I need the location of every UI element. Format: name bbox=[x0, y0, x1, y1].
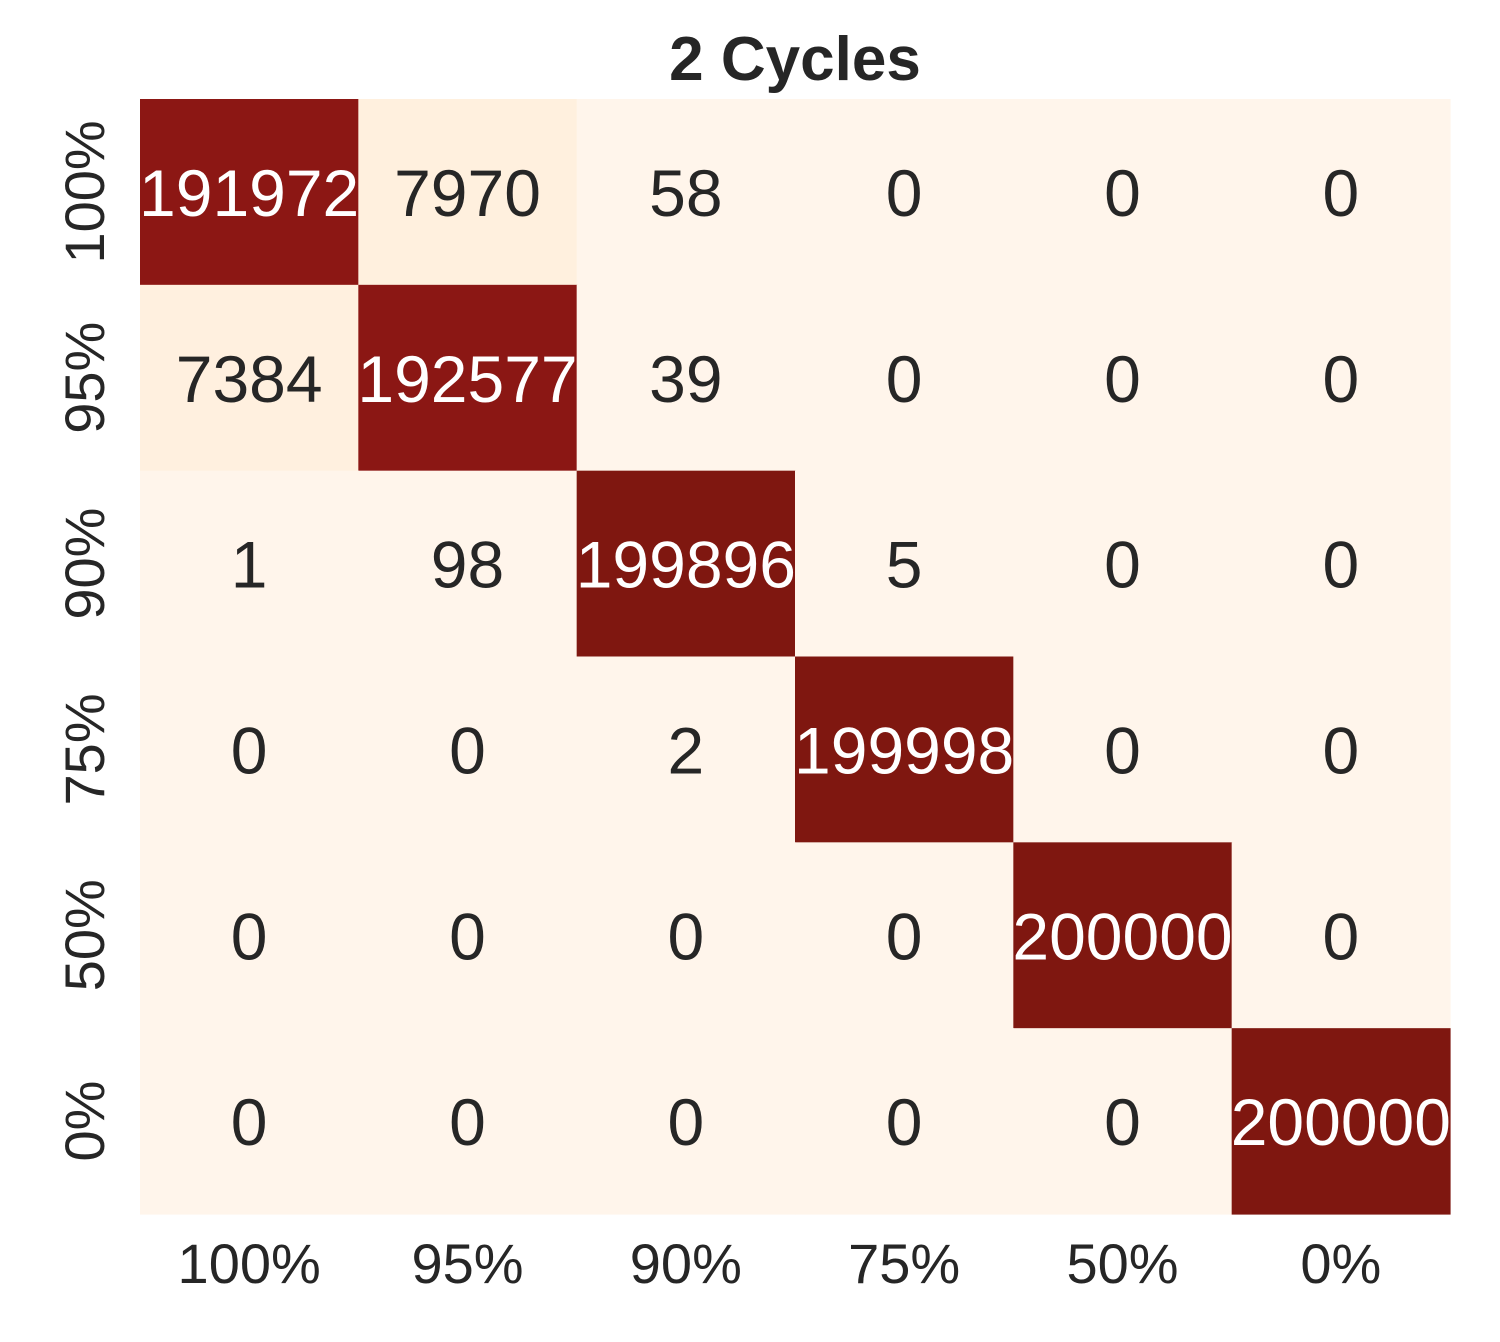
heatmap-cell bbox=[1231, 470, 1451, 658]
heatmap-cell-value: 0 bbox=[667, 1085, 704, 1159]
heatmap-cell bbox=[358, 99, 578, 286]
y-axis-tick-label: 95% bbox=[53, 322, 116, 434]
heatmap-cell bbox=[1231, 1028, 1451, 1215]
heatmap-cell-value: 0 bbox=[1322, 342, 1359, 416]
heatmap-cell bbox=[795, 656, 1014, 843]
heatmap-cell-value: 199998 bbox=[794, 713, 1014, 787]
heatmap-cell-value: 98 bbox=[431, 528, 504, 602]
heatmap-cell bbox=[358, 842, 578, 1029]
heatmap-cell-value: 0 bbox=[1322, 899, 1359, 973]
y-axis-tick-label: 50% bbox=[53, 879, 116, 991]
heatmap-cell bbox=[140, 842, 359, 1029]
x-axis-tick-label: 0% bbox=[1300, 1232, 1381, 1295]
y-axis-tick-labels: 100% 95% 90% 75% 50% 0% bbox=[53, 120, 116, 1161]
x-axis-tick-labels: 100% 95% 90% 75% 50% 0% bbox=[178, 1232, 1382, 1295]
heatmap-cell-value: 0 bbox=[1104, 528, 1141, 602]
heatmap-cell bbox=[1013, 99, 1233, 286]
heatmap-cell bbox=[358, 470, 578, 658]
heatmap-cell bbox=[140, 99, 359, 286]
heatmap-cells bbox=[140, 99, 1451, 1215]
heatmap-cell-value: 5 bbox=[886, 528, 923, 602]
heatmap-cell bbox=[576, 470, 796, 658]
heatmap-cell-value: 0 bbox=[1104, 342, 1141, 416]
heatmap-cell bbox=[576, 656, 796, 843]
heatmap-cell bbox=[576, 1028, 796, 1215]
heatmap-cell bbox=[1013, 842, 1233, 1029]
heatmap-cell-value: 0 bbox=[886, 342, 923, 416]
heatmap-cell-value: 0 bbox=[449, 899, 486, 973]
heatmap-cell bbox=[795, 470, 1014, 658]
y-axis-tick-label: 100% bbox=[53, 120, 116, 263]
heatmap-cell bbox=[140, 470, 359, 658]
heatmap-cell-value: 0 bbox=[1104, 713, 1141, 787]
x-axis-tick-label: 90% bbox=[630, 1232, 742, 1295]
heatmap-cell bbox=[795, 1028, 1014, 1215]
heatmap-cell bbox=[140, 1028, 359, 1215]
heatmap-cell bbox=[795, 284, 1014, 472]
heatmap-cell-value: 58 bbox=[649, 156, 722, 230]
heatmap-cell bbox=[795, 842, 1014, 1029]
heatmap-cell bbox=[358, 1028, 578, 1215]
x-axis-tick-label: 100% bbox=[178, 1232, 321, 1295]
heatmap-cell-value: 0 bbox=[1322, 528, 1359, 602]
heatmap-cell bbox=[140, 284, 359, 472]
heatmap-cell-value: 0 bbox=[667, 899, 704, 973]
heatmap-cell bbox=[140, 656, 359, 843]
heatmap-cell bbox=[795, 99, 1014, 286]
heatmap-cell-value: 0 bbox=[231, 899, 268, 973]
heatmap-cell bbox=[1231, 842, 1451, 1029]
heatmap-cell-value: 0 bbox=[1104, 1085, 1141, 1159]
heatmap-cell-value: 191972 bbox=[139, 156, 359, 230]
x-axis-tick-label: 50% bbox=[1066, 1232, 1178, 1295]
heatmap-cell bbox=[576, 284, 796, 472]
heatmap-cell-value: 7384 bbox=[176, 342, 323, 416]
heatmap-cell-value: 0 bbox=[886, 156, 923, 230]
heatmap-cell bbox=[1013, 470, 1233, 658]
heatmap-cell-value: 0 bbox=[231, 713, 268, 787]
heatmap-cell-value: 39 bbox=[649, 342, 722, 416]
heatmap-cell-value: 0 bbox=[886, 1085, 923, 1159]
heatmap-cell-value: 2 bbox=[667, 713, 704, 787]
x-axis-tick-label: 95% bbox=[411, 1232, 523, 1295]
heatmap-cell bbox=[576, 842, 796, 1029]
heatmap-cell-value: 0 bbox=[231, 1085, 268, 1159]
heatmap-cell-value: 0 bbox=[886, 899, 923, 973]
heatmap-cell bbox=[576, 99, 796, 286]
heatmap-cell-value: 0 bbox=[1322, 156, 1359, 230]
heatmap-cell bbox=[1013, 284, 1233, 472]
heatmap-cell-value: 0 bbox=[449, 1085, 486, 1159]
heatmap-cell bbox=[1013, 1028, 1233, 1215]
heatmap-cell bbox=[1013, 656, 1233, 843]
heatmap-cell bbox=[1231, 284, 1451, 472]
x-axis-tick-label: 75% bbox=[848, 1232, 960, 1295]
heatmap-cell bbox=[1231, 656, 1451, 843]
y-axis-tick-label: 0% bbox=[53, 1081, 116, 1162]
heatmap-cell-value: 192577 bbox=[357, 342, 577, 416]
heatmap-cell-value: 0 bbox=[1322, 713, 1359, 787]
heatmap-cell-value: 1 bbox=[231, 528, 268, 602]
heatmap-cell-value: 7970 bbox=[394, 156, 541, 230]
y-axis-tick-label: 75% bbox=[53, 693, 116, 805]
y-axis-tick-label: 90% bbox=[53, 508, 116, 620]
heatmap-cell bbox=[358, 284, 578, 472]
heatmap-cell-labels: 191972 7970 58 0 0 0 7384 192577 39 0 0 0 1 98 199896 5… bbox=[139, 156, 1451, 1159]
heatmap-cell-value: 199896 bbox=[576, 528, 796, 602]
heatmap-cell bbox=[1231, 99, 1451, 286]
heatmap-cell-value: 200000 bbox=[1012, 899, 1232, 973]
heatmap-cell-value: 0 bbox=[449, 713, 486, 787]
chart-title: 2 Cycles bbox=[669, 25, 921, 94]
heatmap-cell-value: 0 bbox=[1104, 156, 1141, 230]
heatmap-cell bbox=[358, 656, 578, 843]
heatmap-cell-value: 200000 bbox=[1231, 1085, 1451, 1159]
